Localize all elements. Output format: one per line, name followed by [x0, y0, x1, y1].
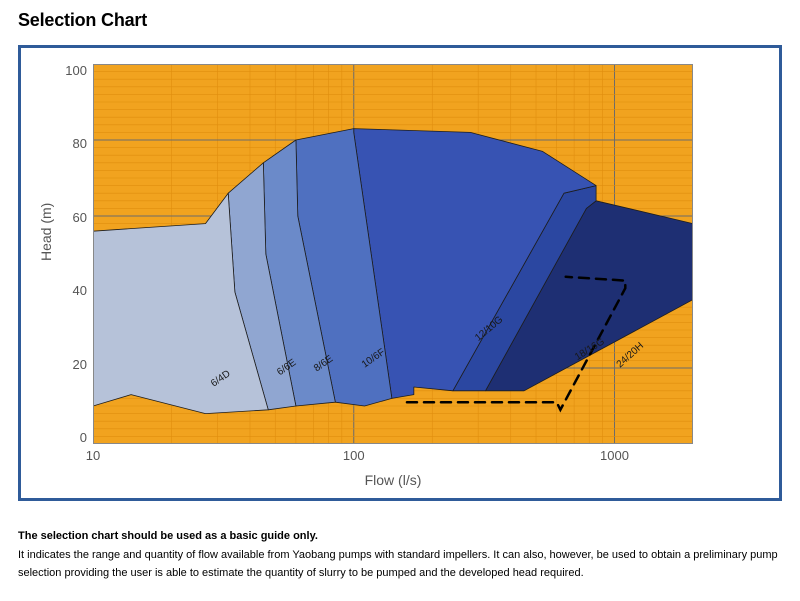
- footer-body-line: It indicates the range and quantity of f…: [18, 546, 782, 583]
- footer-bold-line: The selection chart should be used as a …: [18, 527, 782, 546]
- chart-frame: Head (m) 100806040200 6/4D6/6E8/6E10/6F1…: [18, 45, 782, 501]
- page-title: Selection Chart: [18, 10, 782, 31]
- y-axis-label: Head (m): [38, 247, 54, 261]
- x-axis-ticks: 101001000: [93, 448, 693, 464]
- footer-text: The selection chart should be used as a …: [18, 527, 782, 583]
- selection-chart-plot: 6/4D6/6E8/6E10/6F12/10G18/16G24/20H: [93, 64, 693, 444]
- y-axis-ticks: 100806040200: [59, 64, 93, 444]
- x-axis-label: Flow (l/s): [93, 472, 693, 488]
